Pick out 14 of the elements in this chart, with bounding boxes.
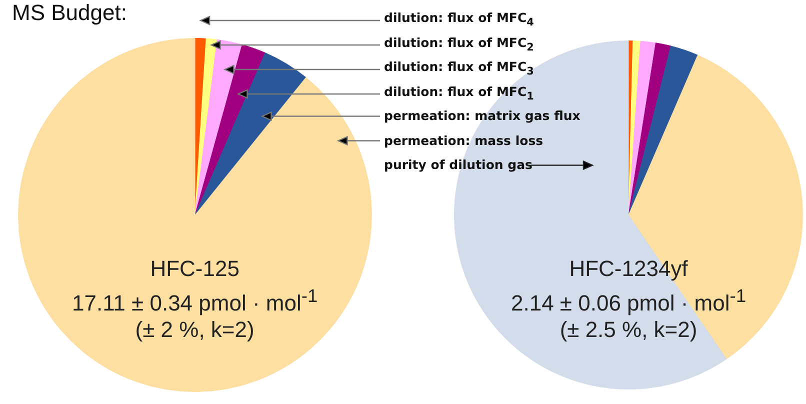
- slice-label: dilution: flux of MFC$_{1}$: [384, 82, 534, 104]
- slice-label: dilution: flux of MFC$_{2}$: [384, 34, 534, 55]
- slice-label: permeation: matrix gas flux: [384, 107, 580, 125]
- chart-title: MS Budget:: [12, 0, 127, 26]
- text: (± 2 %, k=2): [134, 316, 256, 344]
- text: 17.11 ± 0.34 pmol · mol$^{-1}$: [72, 284, 318, 316]
- text: HFC-125: [149, 255, 240, 282]
- text: HFC-1234yf: [568, 255, 689, 282]
- legend-label: purity of dilution gas: [384, 156, 532, 174]
- slice-label: dilution: flux of MFC$_{4}$: [384, 9, 534, 30]
- text: (± 2.5 %, k=2): [558, 316, 698, 344]
- slice-label: permeation: mass loss: [384, 132, 544, 150]
- text: 2.14 ± 0.06 pmol · mol$^{-1}$: [511, 284, 746, 316]
- slice-label: dilution: flux of MFC$_{3}$: [384, 58, 534, 80]
